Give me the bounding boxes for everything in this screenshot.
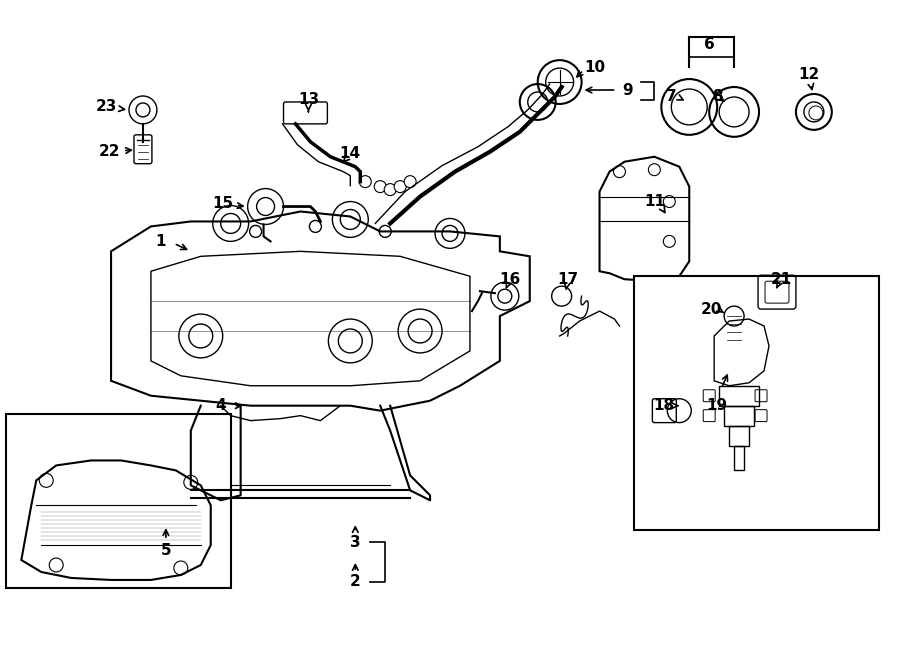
Text: 20: 20 (700, 301, 722, 317)
Text: 12: 12 (798, 67, 820, 81)
Bar (6, 414, 230, 588)
Text: 19: 19 (706, 398, 728, 413)
Text: 18: 18 (653, 398, 675, 413)
Text: 17: 17 (557, 272, 578, 287)
Text: 1: 1 (156, 234, 166, 249)
Text: 9: 9 (622, 83, 633, 98)
Circle shape (374, 180, 386, 192)
Text: 2: 2 (350, 574, 361, 590)
Text: 21: 21 (770, 272, 792, 287)
Text: 5: 5 (160, 543, 171, 558)
Circle shape (404, 176, 416, 188)
Text: 11: 11 (644, 194, 665, 209)
Text: 22: 22 (98, 144, 120, 159)
Text: 7: 7 (666, 89, 677, 104)
Text: 3: 3 (350, 535, 361, 549)
Text: 15: 15 (212, 196, 233, 211)
Circle shape (359, 176, 371, 188)
Text: 6: 6 (704, 37, 715, 52)
Text: 16: 16 (500, 272, 520, 287)
Circle shape (394, 180, 406, 192)
Circle shape (809, 106, 823, 120)
Text: 8: 8 (712, 89, 723, 104)
Text: 10: 10 (584, 59, 605, 75)
Text: 4: 4 (215, 398, 226, 413)
Bar (634, 276, 878, 530)
Text: 14: 14 (339, 146, 361, 161)
Text: 23: 23 (95, 99, 117, 114)
Circle shape (384, 184, 396, 196)
Text: 13: 13 (298, 93, 319, 108)
